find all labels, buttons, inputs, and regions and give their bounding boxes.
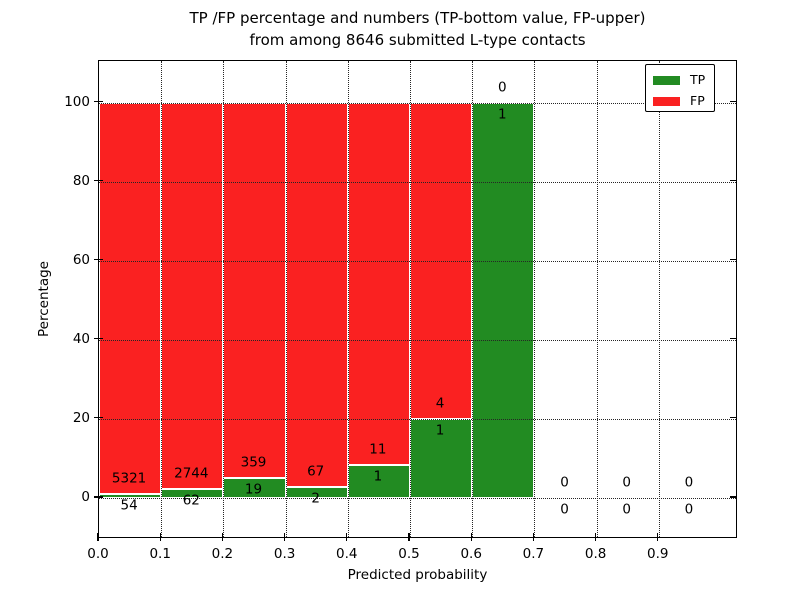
y-tick-mark xyxy=(94,496,103,498)
x-tick-mark xyxy=(470,533,472,541)
tp-count-label: 1 xyxy=(435,422,445,439)
fp-legend-swatch-icon xyxy=(653,96,680,106)
vertical-gridline xyxy=(534,61,536,537)
x-tick-label: 0.3 xyxy=(273,546,296,562)
fp-count-label: 67 xyxy=(307,462,325,479)
legend-item-tp: TP xyxy=(653,71,706,87)
fp-bar-segment xyxy=(223,102,286,479)
y-tick-label: 0 xyxy=(81,489,90,505)
chart-title-line2: from among 8646 submitted L-type contact… xyxy=(249,31,586,49)
vertical-gridline xyxy=(410,61,411,537)
legend: TP FP xyxy=(645,64,715,112)
y-tick-label: 20 xyxy=(72,409,90,426)
y-tick-mark-right xyxy=(730,100,737,103)
fp-count-label: 4 xyxy=(435,395,445,412)
chart-title: TP /FP percentage and numbers (TP-bottom… xyxy=(78,7,757,51)
horizontal-gridline xyxy=(99,102,736,104)
fp-bar-segment xyxy=(285,102,348,487)
fp-bar-segment xyxy=(347,102,410,466)
tp-bar-segment xyxy=(472,102,535,498)
vertical-gridline xyxy=(658,61,660,537)
fp-count-label: 0 xyxy=(560,474,569,491)
x-tick-label: 0.4 xyxy=(336,546,358,562)
x-tick-label: 0.9 xyxy=(647,546,669,562)
x-tick-mark xyxy=(159,533,161,541)
tp-count-label: 0 xyxy=(622,501,631,518)
fp-legend-label: FP xyxy=(690,92,705,108)
x-tick-label: 0.5 xyxy=(398,546,420,562)
tp-legend-label: TP xyxy=(690,71,706,87)
vertical-gridline xyxy=(472,61,474,537)
fp-count-label: 11 xyxy=(369,441,387,458)
tp-count-label: 2 xyxy=(311,489,320,506)
horizontal-gridline xyxy=(99,260,736,262)
fp-count-label: 0 xyxy=(498,78,507,95)
x-tick-label: 0.7 xyxy=(522,546,545,562)
y-tick-label: 80 xyxy=(72,172,90,189)
y-tick-label: 40 xyxy=(72,330,90,347)
chart-title-line1: TP /FP percentage and numbers (TP-bottom… xyxy=(189,9,646,27)
y-tick-label: 100 xyxy=(64,93,90,110)
x-tick-mark xyxy=(97,533,99,541)
fp-count-label: 2744 xyxy=(174,465,209,482)
x-tick-label: 0.8 xyxy=(584,546,607,562)
x-tick-label: 0.2 xyxy=(211,546,234,562)
y-tick-mark xyxy=(94,179,103,182)
x-tick-mark xyxy=(284,533,286,541)
vertical-gridline xyxy=(596,61,598,537)
tp-count-label: 1 xyxy=(498,105,507,122)
x-tick-mark xyxy=(408,533,410,541)
x-tick-mark xyxy=(657,533,659,541)
horizontal-gridline xyxy=(99,498,736,499)
y-tick-mark-right xyxy=(730,259,737,261)
y-axis-label: Percentage xyxy=(36,261,52,337)
tp-count-label: 1 xyxy=(373,468,383,485)
fp-bar-segment xyxy=(161,102,224,490)
y-tick-mark-right xyxy=(730,417,737,419)
legend-item-fp: FP xyxy=(653,92,705,108)
y-tick-mark xyxy=(94,100,103,103)
y-tick-label: 60 xyxy=(72,251,90,268)
x-axis-label: Predicted probability xyxy=(347,567,488,583)
horizontal-gridline xyxy=(99,339,736,341)
fp-bar-segment xyxy=(99,102,162,495)
vertical-gridline xyxy=(161,61,163,537)
vertical-gridline xyxy=(285,61,287,537)
x-tick-mark xyxy=(346,533,348,541)
tp-count-label: 19 xyxy=(244,481,263,498)
y-tick-mark xyxy=(94,259,103,261)
tp-count-label: 62 xyxy=(182,492,200,509)
vertical-gridline xyxy=(223,61,225,537)
y-tick-mark-right xyxy=(730,338,737,340)
tp-count-label: 54 xyxy=(120,497,138,514)
x-tick-mark xyxy=(595,533,597,541)
y-tick-mark-right xyxy=(730,496,737,498)
plot-area xyxy=(98,60,737,538)
tp-bar-segment xyxy=(347,465,410,498)
x-tick-mark xyxy=(532,533,535,541)
horizontal-gridline xyxy=(99,418,736,420)
tp-count-label: 0 xyxy=(560,501,569,518)
x-tick-label: 0.1 xyxy=(149,546,171,562)
x-tick-label: 0.6 xyxy=(460,546,482,562)
fp-count-label: 359 xyxy=(240,454,267,471)
x-tick-mark xyxy=(221,533,224,541)
y-tick-mark-right xyxy=(730,179,737,182)
horizontal-gridline xyxy=(99,181,736,183)
tp-count-label: 0 xyxy=(684,501,694,518)
y-tick-mark xyxy=(94,338,103,340)
y-tick-mark xyxy=(94,417,103,419)
vertical-gridline xyxy=(347,61,349,537)
tp-bar-segment xyxy=(99,494,162,498)
tp-legend-swatch-icon xyxy=(653,75,680,85)
fp-count-label: 0 xyxy=(684,474,694,491)
x-tick-label: 0.0 xyxy=(87,546,109,562)
tp-bar-segment xyxy=(410,418,473,498)
fp-count-label: 5321 xyxy=(111,470,147,487)
fp-count-label: 0 xyxy=(622,474,631,491)
